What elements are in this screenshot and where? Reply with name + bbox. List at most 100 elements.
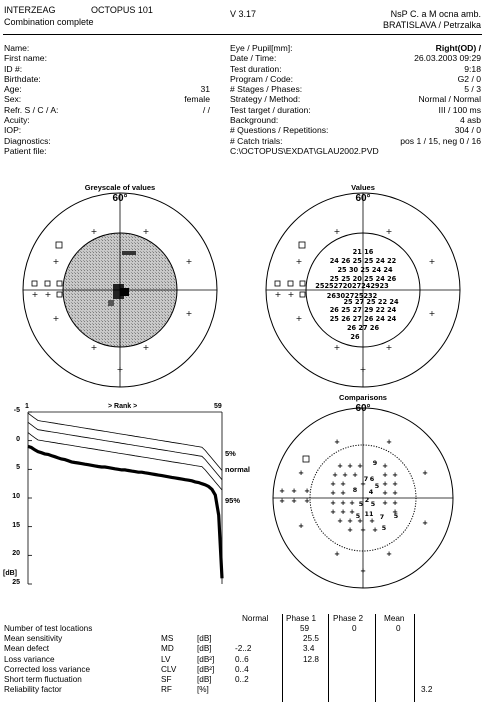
stats-cell-p1: 25.5: [303, 634, 319, 643]
plus-marker: +: [334, 438, 340, 446]
plus-marker: +: [45, 290, 52, 299]
comparison-value: 5: [382, 524, 386, 532]
brand: INTERZEAG: [4, 5, 56, 15]
plus-marker: +: [347, 517, 353, 525]
square-marker: [299, 280, 306, 287]
square-marker: [55, 241, 63, 249]
rank-end: 59: [214, 403, 222, 410]
stats-cell-p1: 12.8: [303, 654, 319, 664]
stats-cell-mean: [399, 634, 451, 644]
stats-cell-unit: [dB²]: [197, 654, 215, 664]
stats-cell-p2: [353, 675, 399, 685]
plus-marker: +: [382, 480, 388, 488]
plus-marker: +: [340, 480, 346, 488]
label-95pct: 95%: [225, 496, 241, 505]
plus-marker: +: [429, 257, 436, 266]
institution-line1: NsP C. a M ocna amb.: [390, 9, 481, 19]
y-tick-label: 10: [12, 493, 20, 500]
plus-marker: +: [422, 469, 428, 477]
stats-cell-p2: [353, 644, 399, 654]
plus-marker: +: [392, 489, 398, 497]
plus-marker: +: [386, 438, 392, 446]
curve-measured-line: [27, 444, 224, 579]
table-divider: [282, 614, 283, 702]
curve-normal-line: [27, 421, 223, 480]
value-row: 25 26 27 26 24 24: [330, 315, 397, 323]
stats-cell-abbr: LV: [161, 654, 171, 664]
stats-row: Reliability factor RF [%] 3.2: [4, 685, 451, 695]
curve-y-ticks: [28, 411, 32, 585]
plus-marker: +: [298, 469, 304, 477]
exam-label: Program / Code:: [230, 73, 294, 84]
stats-cell-unit: [dB²]: [197, 664, 215, 674]
exam-label: Test duration:: [230, 63, 282, 74]
patient-label: Birthdate:: [4, 73, 41, 84]
plus-marker: +: [382, 489, 388, 497]
plus-marker: +: [347, 526, 353, 534]
greyscale-defect: [122, 251, 136, 255]
stats-cell-name: Loss variance: [4, 654, 55, 664]
plus-marker: +: [360, 365, 367, 374]
plus-marker: +: [360, 567, 366, 575]
plus-marker: +: [296, 314, 303, 323]
y-tick-label: 5: [16, 464, 20, 472]
exam-value: 5 / 3: [464, 84, 481, 95]
plus-marker: +: [392, 471, 398, 479]
exam-value: 26.03.2003 09:29: [414, 53, 481, 64]
plus-marker: +: [386, 343, 393, 352]
value-row: 26 27 26: [347, 324, 380, 332]
exam-value: G2 / 0: [457, 73, 481, 84]
stats-cell-mean: [399, 644, 451, 654]
stats-row: Short term fluctuation SF [dB] 0..2: [4, 675, 451, 685]
stats-cell-mean: [399, 675, 451, 685]
plus-marker: +: [337, 462, 343, 470]
stats-cell-p2: [353, 655, 399, 665]
y-tick-label: 15: [12, 521, 20, 529]
greyscale-defect: [108, 300, 114, 306]
comparison-value: 5: [375, 482, 379, 490]
plus-marker: +: [382, 462, 388, 470]
plus-marker: +: [360, 480, 366, 488]
stats-cell-name: Mean defect: [4, 644, 50, 654]
values-title: Values: [351, 183, 375, 192]
comparison-value: 4: [369, 488, 374, 496]
patient-label: Age:: [4, 84, 22, 95]
exam-label: Background:: [230, 115, 279, 126]
plus-marker: +: [291, 497, 297, 505]
plus-marker: +: [117, 365, 124, 374]
table-divider: [375, 614, 376, 702]
plus-marker: +: [347, 462, 353, 470]
exam-label: Date / Time:: [230, 53, 277, 64]
greyscale-defect: [113, 284, 124, 299]
stats-row: Mean defect MD [dB] -2..2 3.4: [4, 644, 451, 654]
plus-marker: +: [340, 508, 346, 516]
label-5pct: 5%: [225, 449, 236, 458]
header-normal: Normal: [242, 614, 269, 623]
comparisons-numbers: 9 7 6 5 8 4 5 2 5 11 5 7 5 5: [353, 459, 398, 532]
comparison-value: 6: [370, 475, 375, 483]
exam-path: C:\OCTOPUS\EXDAT\GLAU2002.PVD: [230, 145, 379, 156]
table-divider: [328, 614, 329, 702]
plus-marker: +: [429, 309, 436, 318]
plus-marker: +: [304, 487, 310, 495]
plus-marker: +: [334, 550, 340, 558]
y-tick-label: 0: [16, 435, 20, 443]
exam-value: pos 1 / 15, neg 0 / 16: [400, 135, 481, 146]
patient-label: Diagnostics:: [4, 135, 51, 146]
stats-cell-abbr: MD: [161, 644, 174, 654]
count-phase1: 59: [300, 624, 310, 633]
header-divider: [3, 34, 482, 35]
plus-marker: +: [392, 480, 398, 488]
stats-cell-p1: [289, 665, 353, 675]
stats-cell-abbr: SF: [161, 675, 172, 685]
plus-marker: +: [360, 526, 366, 534]
stats-cell-unit: [dB]: [197, 634, 212, 643]
patient-label: IOP:: [4, 125, 22, 136]
value-row: 26 25 27 29 22 24: [330, 306, 397, 314]
plus-marker: +: [349, 499, 355, 507]
stats-cell-abbr: MS: [161, 634, 174, 643]
plus-marker: +: [143, 343, 150, 352]
stats-cell-abbr: RF: [161, 685, 172, 695]
